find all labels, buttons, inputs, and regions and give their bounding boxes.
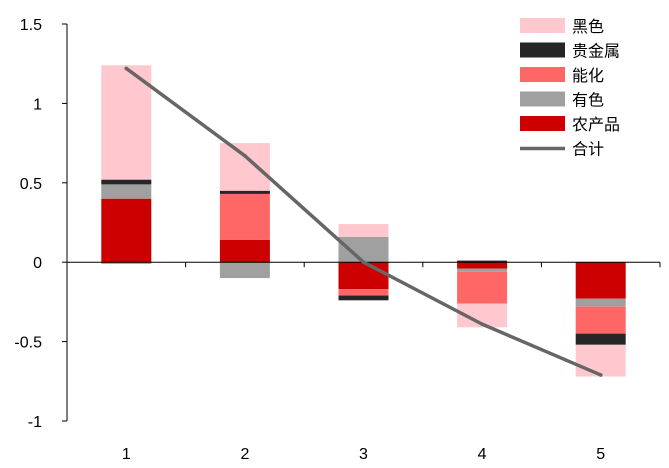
legend-label-2: 贵金属 <box>572 42 620 61</box>
bar-4-cat-1 <box>101 179 152 185</box>
bar-3-cat-4 <box>457 271 508 304</box>
bar-5-cat-5 <box>575 344 626 377</box>
y-tick-label: 0.5 <box>20 176 42 193</box>
bar-4-cat-2 <box>219 190 270 194</box>
bar-3-cat-5 <box>575 306 626 334</box>
bar-1-cat-2 <box>219 239 270 263</box>
bars-layer <box>101 65 626 377</box>
bar-3-cat-1 <box>101 262 152 264</box>
legend-label-4: 有色 <box>572 91 604 110</box>
total-point-1 <box>124 66 129 71</box>
legend-label-3: 能化 <box>572 66 604 85</box>
bar-2-cat-3 <box>338 236 389 263</box>
bar-1-cat-1 <box>101 198 152 263</box>
total-line <box>124 66 603 377</box>
legend-swatch-2 <box>520 42 565 58</box>
bar-2-cat-2 <box>219 262 270 279</box>
x-tick-label: 2 <box>240 446 249 463</box>
bar-2-cat-1 <box>101 184 152 199</box>
legend-label-1: 黑色 <box>572 17 604 36</box>
bar-5-cat-1 <box>101 65 152 180</box>
bar-5-cat-4 <box>457 303 508 328</box>
legend-swatch-3 <box>520 67 565 82</box>
x-tick-label: 3 <box>359 446 368 463</box>
legend-swatch-4 <box>520 91 565 107</box>
bar-1-cat-5 <box>575 262 626 299</box>
total-point-2 <box>243 154 247 158</box>
bar-4-cat-5 <box>575 333 626 345</box>
y-tick-label: -1 <box>28 414 42 431</box>
axes: 1.5 1 0.5 0 -0.5 -1 1 2 3 4 5 <box>14 17 661 463</box>
total-line-layer <box>124 66 603 377</box>
x-tick-label: 1 <box>122 446 131 463</box>
bar-1-cat-4 <box>457 262 508 269</box>
total-point-5 <box>598 373 603 377</box>
legend-swatch-5 <box>520 116 565 131</box>
bar-2-cat-5 <box>575 298 626 307</box>
y-tick-label: 0 <box>33 255 42 272</box>
y-tick-label: 1.5 <box>20 17 42 34</box>
bar-5-cat-2 <box>219 143 270 191</box>
bar-3-cat-2 <box>219 193 270 240</box>
legend-swatch-1 <box>520 18 565 33</box>
x-tick-label: 4 <box>478 446 487 463</box>
bar-4-cat-3 <box>338 295 389 301</box>
bar-3-cat-3 <box>338 289 389 296</box>
x-tick-label: 5 <box>596 446 605 463</box>
bar-5-cat-3 <box>338 224 389 237</box>
total-point-3 <box>361 260 366 265</box>
bar-4-cat-4 <box>457 260 508 263</box>
total-point-4 <box>480 322 484 326</box>
y-tick-label: 1 <box>33 96 42 113</box>
bar-1-cat-3 <box>338 262 389 290</box>
legend-label-6: 合计 <box>572 140 604 159</box>
bar-2-cat-4 <box>457 268 508 272</box>
legend-label-5: 农产品 <box>572 115 620 134</box>
y-tick-label: -0.5 <box>14 335 42 352</box>
